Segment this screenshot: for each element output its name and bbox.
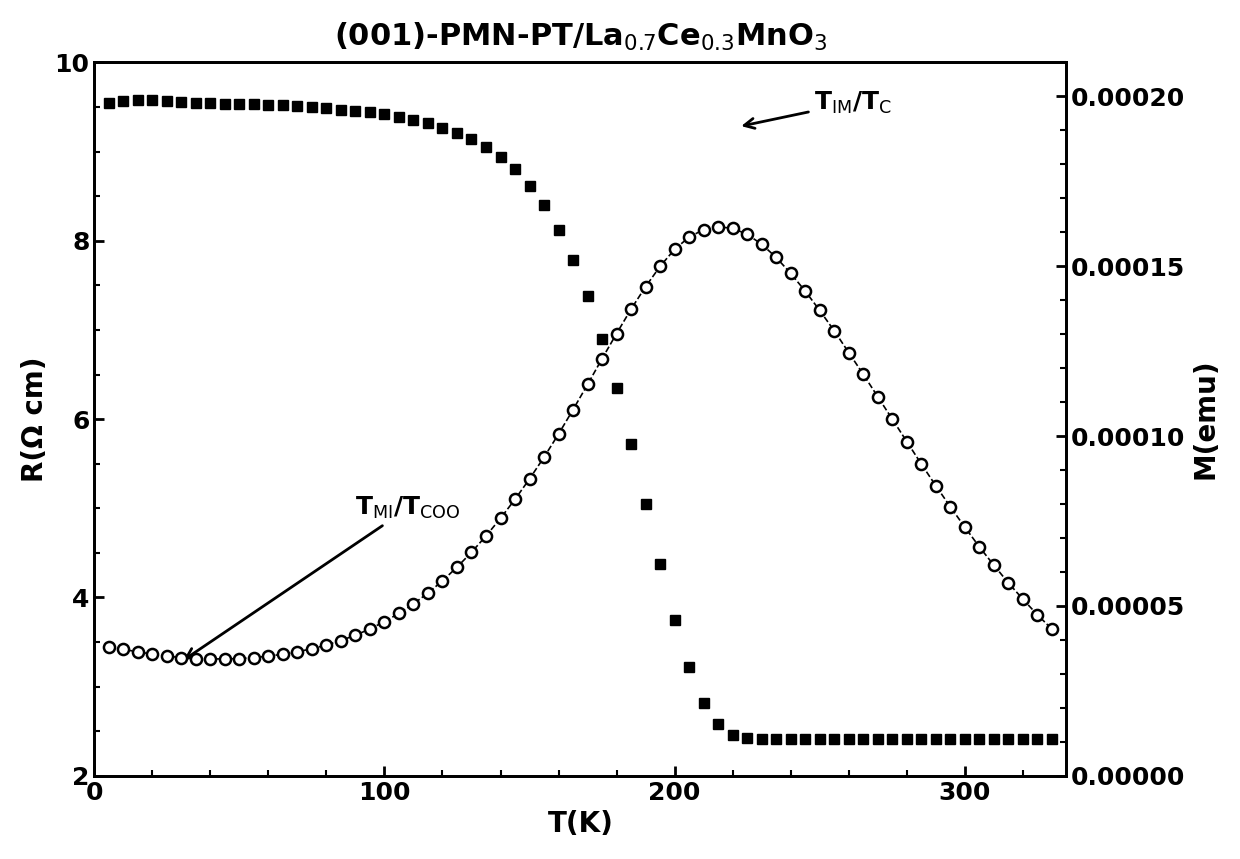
- Text: T$_{\mathrm{MI}}$/T$_{\mathrm{COO}}$: T$_{\mathrm{MI}}$/T$_{\mathrm{COO}}$: [186, 495, 461, 658]
- Y-axis label: R(Ω cm): R(Ω cm): [21, 356, 48, 482]
- Text: T$_{\mathrm{IM}}$/T$_{\mathrm{C}}$: T$_{\mathrm{IM}}$/T$_{\mathrm{C}}$: [744, 89, 892, 128]
- Title: (001)-PMN-PT/La$_{0.7}$Ce$_{0.3}$MnO$_3$: (001)-PMN-PT/La$_{0.7}$Ce$_{0.3}$MnO$_3$: [334, 21, 827, 53]
- X-axis label: T(K): T(K): [547, 810, 614, 838]
- Y-axis label: M(emu): M(emu): [1192, 359, 1219, 479]
